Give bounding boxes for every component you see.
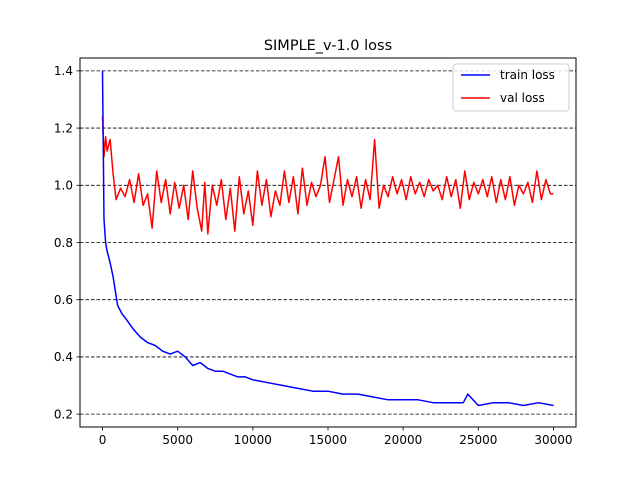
x-tick-label: 10000 — [234, 433, 272, 447]
x-tick-label: 15000 — [309, 433, 347, 447]
y-tick-label: 1.4 — [54, 64, 73, 78]
x-axis-ticks: 0 5000 10000 15000 20000 25000 30000 — [99, 427, 573, 447]
y-axis-ticks: 0.2 0.4 0.6 0.8 1.0 1.2 1.4 — [54, 64, 80, 421]
series-lines — [101, 70, 554, 407]
x-tick-label: 30000 — [534, 433, 572, 447]
y-tick-label: 0.8 — [54, 236, 73, 250]
x-tick-label: 25000 — [459, 433, 497, 447]
y-tick-label: 1.2 — [54, 121, 73, 135]
x-tick-label: 20000 — [384, 433, 422, 447]
x-tick-label: 5000 — [162, 433, 193, 447]
y-tick-label: 1.0 — [54, 179, 73, 193]
series-line-val-loss — [101, 116, 554, 235]
series-line-train-loss — [101, 70, 554, 407]
chart-title: SIMPLE_v-1.0 loss — [264, 38, 392, 54]
y-tick-label: 0.2 — [54, 407, 73, 421]
legend-train-label: train loss — [500, 68, 555, 82]
legend: train loss val loss — [452, 63, 570, 112]
y-tick-label: 0.4 — [54, 350, 73, 364]
legend-val-label: val loss — [500, 91, 545, 105]
y-tick-label: 0.6 — [54, 293, 73, 307]
x-tick-label: 0 — [99, 433, 107, 447]
